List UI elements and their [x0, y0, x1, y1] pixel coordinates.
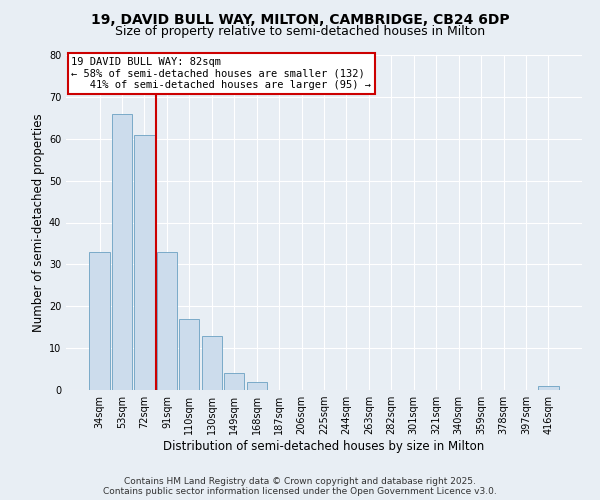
Bar	[224, 373, 244, 390]
Bar	[247, 382, 267, 390]
Text: 19 DAVID BULL WAY: 82sqm
← 58% of semi-detached houses are smaller (132)
   41% : 19 DAVID BULL WAY: 82sqm ← 58% of semi-d…	[71, 56, 371, 90]
Bar	[157, 252, 177, 390]
Bar	[89, 252, 110, 390]
Bar	[179, 319, 199, 390]
X-axis label: Distribution of semi-detached houses by size in Milton: Distribution of semi-detached houses by …	[163, 440, 485, 453]
Bar	[112, 114, 132, 390]
Text: 19, DAVID BULL WAY, MILTON, CAMBRIDGE, CB24 6DP: 19, DAVID BULL WAY, MILTON, CAMBRIDGE, C…	[91, 12, 509, 26]
Bar	[134, 134, 155, 390]
Y-axis label: Number of semi-detached properties: Number of semi-detached properties	[32, 113, 44, 332]
Text: Contains HM Land Registry data © Crown copyright and database right 2025.
Contai: Contains HM Land Registry data © Crown c…	[103, 476, 497, 496]
Text: Size of property relative to semi-detached houses in Milton: Size of property relative to semi-detach…	[115, 25, 485, 38]
Bar	[202, 336, 222, 390]
Bar	[538, 386, 559, 390]
